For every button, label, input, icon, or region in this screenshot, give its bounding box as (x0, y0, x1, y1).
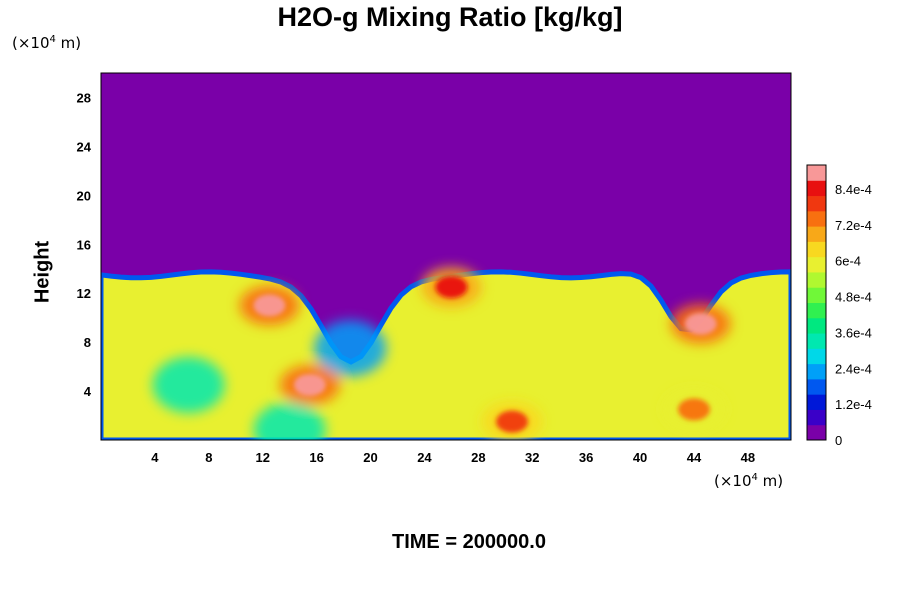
y-unit-exponent: 4 (49, 34, 56, 45)
x-tick-label: 4 (151, 450, 159, 465)
low-value-region (152, 356, 225, 413)
high-value-core (496, 410, 529, 433)
colorbar-swatch (807, 333, 826, 349)
colorbar-swatch (807, 195, 826, 212)
colorbar-label: 8.4e-4 (835, 182, 872, 197)
x-unit-exponent: 4 (751, 472, 758, 483)
x-tick-label: 24 (417, 450, 432, 465)
x-tick-label: 8 (205, 450, 212, 465)
colorbar-swatch (807, 348, 826, 365)
colorbar-label: 1.2e-4 (835, 397, 872, 412)
colorbar-swatch (807, 363, 826, 380)
y-tick-label: 4 (84, 384, 92, 399)
y-tick-label: 16 (77, 237, 91, 252)
x-tick-label: 16 (309, 450, 323, 465)
y-axis-unit: (×104 m) (12, 34, 81, 52)
y-unit-base: (×10 (12, 34, 50, 52)
colorbar-swatch (807, 394, 826, 410)
plot-frame (100, 72, 792, 441)
colorbar-swatch (807, 271, 826, 288)
colorbar-label: 3.6e-4 (835, 325, 872, 340)
colorbar-swatch (807, 302, 826, 319)
colorbar-swatch (807, 241, 826, 258)
x-unit-tail: m) (757, 472, 784, 490)
x-tick-labels: 4 8 12 16 20 24 28 32 36 40 44 48 (151, 450, 755, 465)
y-tick-labels: 4 8 12 16 20 24 28 (77, 90, 92, 399)
y-unit-tail: m) (55, 34, 82, 52)
x-tick-label: 32 (525, 450, 539, 465)
colorbar-frame (806, 164, 827, 441)
colorbar-swatch (807, 409, 826, 426)
high-value-core (677, 398, 710, 421)
plot-area (101, 73, 791, 440)
high-value-core (253, 294, 286, 317)
colorbar-label: 2.4e-4 (835, 361, 872, 376)
high-value-core (435, 276, 468, 299)
low-value-region (253, 402, 326, 440)
colorbar-swatch (807, 287, 826, 303)
field-cores (253, 276, 717, 433)
x-axis-unit: (×104 m) (714, 472, 783, 490)
x-tick-label: 36 (579, 450, 593, 465)
colorbar-label: 4.8e-4 (835, 290, 872, 305)
colorbar: 0 1.2e-4 2.4e-4 3.6e-4 4.8e-4 6e-4 7.2e-4 8.4e-… (806, 164, 872, 448)
y-tick-label: 28 (77, 90, 91, 105)
colorbar-swatch (807, 180, 826, 197)
colorbar-swatch (807, 317, 826, 334)
x-tick-label: 20 (363, 450, 377, 465)
time-label: TIME = 200000.0 (392, 531, 546, 553)
colorbar-swatch (807, 226, 826, 242)
x-tick-label: 44 (687, 450, 702, 465)
colorbar-swatch (807, 256, 826, 273)
colorbar-label: 0 (835, 433, 842, 448)
chart-title: H2O-g Mixing Ratio [kg/kg] (277, 2, 623, 32)
y-tick-label: 8 (84, 335, 91, 350)
x-unit-base: (×10 (714, 472, 752, 490)
x-tick-label: 48 (741, 450, 755, 465)
colorbar-label: 7.2e-4 (835, 218, 872, 233)
high-value-core (293, 373, 326, 396)
y-tick-label: 20 (77, 188, 91, 203)
y-tick-label: 12 (77, 286, 91, 301)
x-tick-label: 28 (471, 450, 485, 465)
x-tick-label: 12 (255, 450, 269, 465)
y-tick-label: 24 (77, 139, 92, 154)
low-value-region (314, 320, 387, 377)
x-tick-label: 40 (633, 450, 647, 465)
colorbar-swatch (807, 165, 826, 181)
colorbar-swatch (807, 210, 826, 227)
colorbar-swatch (807, 378, 826, 395)
colorbar-label: 6e-4 (835, 254, 861, 269)
high-value-core (684, 312, 717, 335)
colorbar-swatch (807, 424, 826, 441)
